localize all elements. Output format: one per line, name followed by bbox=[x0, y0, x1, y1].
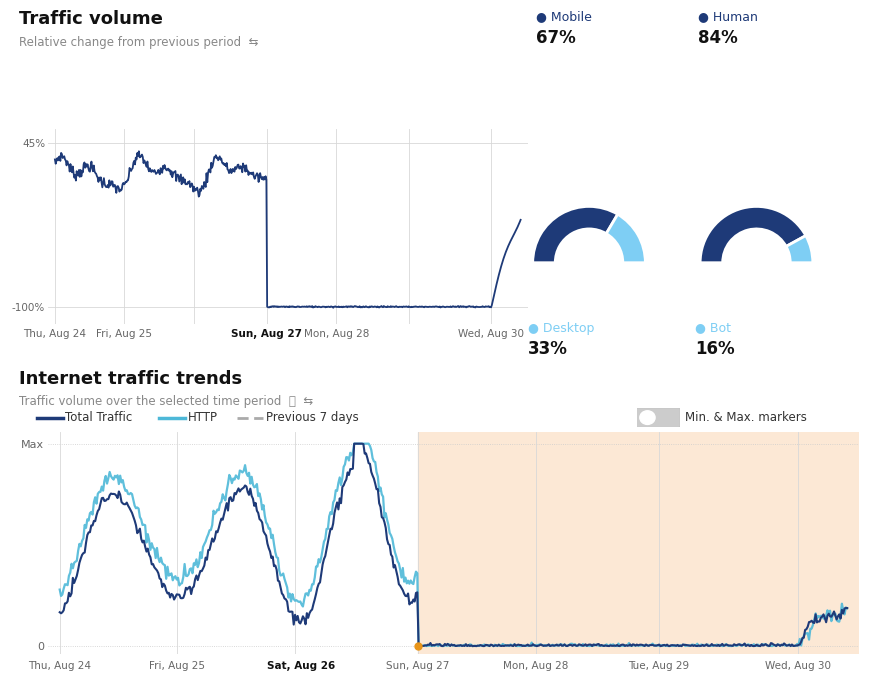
Text: 33%: 33% bbox=[528, 340, 568, 358]
Text: ● Desktop: ● Desktop bbox=[528, 322, 594, 335]
Wedge shape bbox=[606, 214, 645, 262]
Text: Previous 7 days: Previous 7 days bbox=[266, 411, 358, 424]
Text: Internet traffic trends: Internet traffic trends bbox=[19, 370, 242, 388]
Text: Min. & Max. markers: Min. & Max. markers bbox=[685, 411, 807, 424]
Wedge shape bbox=[533, 207, 617, 262]
Text: 16%: 16% bbox=[695, 340, 734, 358]
Text: 84%: 84% bbox=[698, 29, 738, 47]
Text: Relative change from previous period  ⇆: Relative change from previous period ⇆ bbox=[19, 36, 259, 49]
Text: ● Human: ● Human bbox=[698, 10, 758, 24]
Text: ● Mobile: ● Mobile bbox=[536, 10, 592, 24]
Bar bbox=[419, 432, 859, 654]
Text: ● Bot: ● Bot bbox=[695, 322, 731, 335]
Text: Traffic volume over the selected time period  ⓘ  ⇆: Traffic volume over the selected time pe… bbox=[19, 395, 313, 409]
FancyBboxPatch shape bbox=[635, 408, 680, 427]
Circle shape bbox=[640, 411, 655, 425]
Wedge shape bbox=[700, 207, 806, 262]
Text: 67%: 67% bbox=[536, 29, 576, 47]
Text: HTTP: HTTP bbox=[187, 411, 217, 424]
Text: Total Traffic: Total Traffic bbox=[65, 411, 133, 424]
Wedge shape bbox=[786, 235, 813, 262]
Text: Traffic volume: Traffic volume bbox=[19, 10, 163, 29]
